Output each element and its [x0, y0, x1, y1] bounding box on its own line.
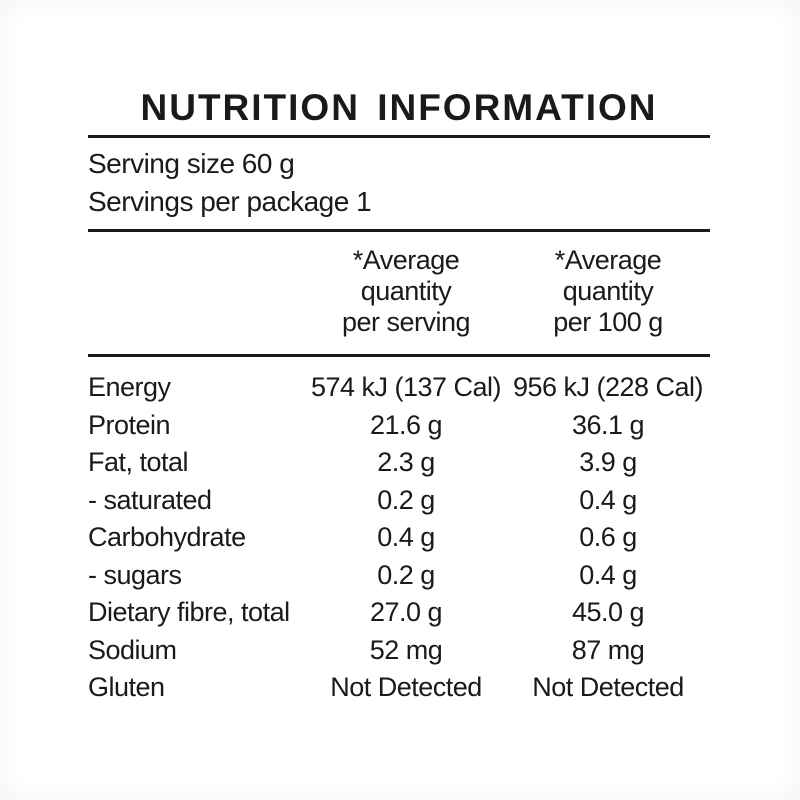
value-per-100g: 956 kJ (228 Cal) [512, 372, 704, 402]
serving-info: Serving size 60 g Servings per package 1 [88, 138, 710, 221]
nutrient-row-sugars: - sugars 0.2 g 0.4 g [88, 557, 710, 595]
value-per-100g: 0.4 g [579, 559, 637, 590]
value-per-serving: 27.0 g [369, 597, 443, 627]
value-per-100g: 0.6 g [579, 522, 637, 552]
value-per-serving: 0.2 g [377, 484, 435, 515]
divider-top [88, 135, 710, 138]
serving-size-text: Serving size 60 g [88, 148, 295, 179]
divider-serving [88, 229, 710, 232]
column-header-row: *Average quantity per serving *Average q… [88, 232, 710, 338]
column-header-per-100g: *Average quantity per 100 g [553, 245, 663, 337]
nutrient-label: Energy [88, 372, 171, 402]
value-per-serving: 21.6 g [369, 409, 443, 440]
nutrient-label: Sodium [88, 634, 177, 665]
nutrient-label: Carbohydrate [88, 522, 246, 552]
nutrient-label: Dietary fibre, total [88, 597, 290, 627]
nutrient-label: - sugars [88, 559, 182, 590]
nutrition-panel: NUTRITION INFORMATION Serving size 60 g … [88, 86, 710, 707]
column-header-spacer [88, 245, 306, 338]
value-per-serving: 574 kJ (137 Cal) [310, 372, 502, 402]
value-per-100g: Not Detected [532, 672, 684, 702]
value-per-100g: 36.1 g [571, 409, 645, 440]
nutrient-table: Energy 574 kJ (137 Cal) 956 kJ (228 Cal)… [88, 357, 710, 707]
nutrient-label: - saturated [88, 484, 212, 515]
value-per-100g: 45.0 g [571, 597, 645, 627]
nutrient-label: Gluten [88, 672, 165, 702]
value-per-serving: 0.4 g [377, 522, 435, 552]
nutrient-row-gluten: Gluten Not Detected Not Detected [88, 669, 710, 707]
nutrient-row-dietary-fibre: Dietary fibre, total 27.0 g 45.0 g [88, 594, 710, 632]
servings-per-package-text: Servings per package 1 [88, 186, 372, 217]
value-per-serving: 52 mg [369, 634, 443, 665]
divider-header [88, 354, 710, 357]
value-per-serving: Not Detected [330, 672, 482, 702]
value-per-100g: 0.4 g [579, 484, 637, 515]
nutrient-row-saturated: - saturated 0.2 g 0.4 g [88, 482, 710, 520]
value-per-100g: 3.9 g [579, 447, 637, 477]
nutrient-row-fat-total: Fat, total 2.3 g 3.9 g [88, 444, 710, 482]
nutrient-row-protein: Protein 21.6 g 36.1 g [88, 407, 710, 445]
nutrient-row-carbohydrate: Carbohydrate 0.4 g 0.6 g [88, 519, 710, 557]
value-per-100g: 87 mg [571, 634, 645, 665]
column-header-per-serving: *Average quantity per serving [341, 245, 471, 337]
nutrient-row-sodium: Sodium 52 mg 87 mg [88, 632, 710, 670]
nutrient-row-energy: Energy 574 kJ (137 Cal) 956 kJ (228 Cal) [88, 369, 710, 407]
nutrient-label: Protein [88, 409, 171, 440]
value-per-serving: 0.2 g [377, 559, 435, 590]
nutrient-label: Fat, total [88, 447, 189, 477]
panel-title: NUTRITION INFORMATION [140, 87, 658, 128]
value-per-serving: 2.3 g [377, 447, 435, 477]
